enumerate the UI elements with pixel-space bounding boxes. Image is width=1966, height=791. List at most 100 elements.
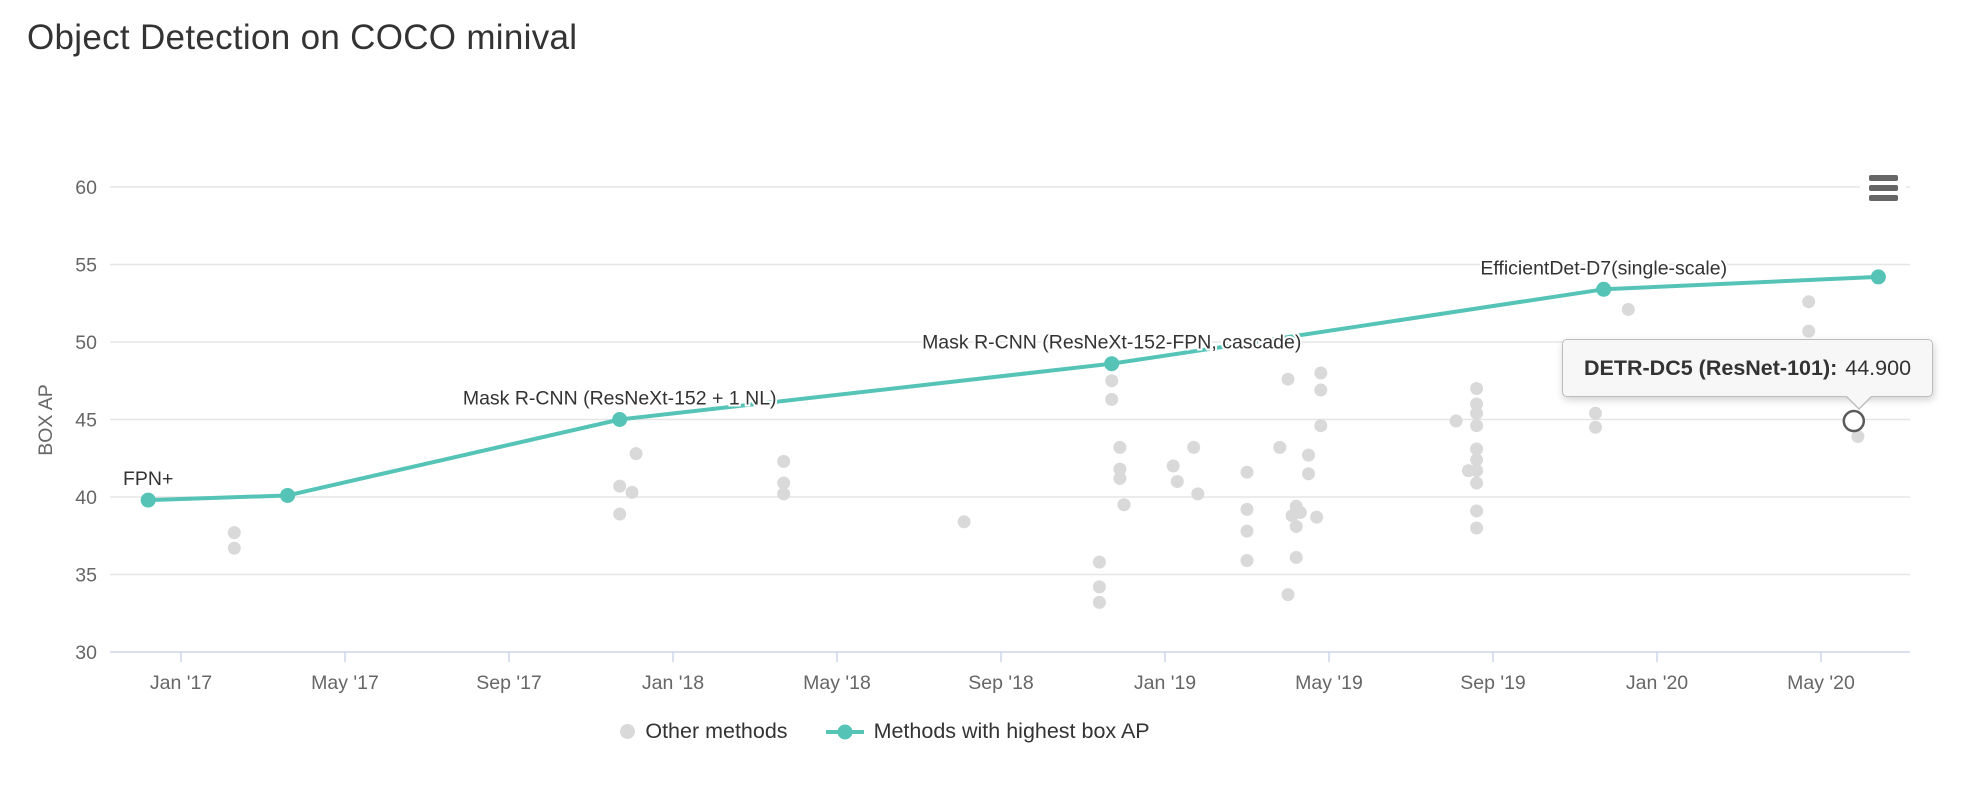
chart-context-menu-button[interactable]: [1860, 168, 1906, 208]
scatter-point[interactable]: [1314, 383, 1328, 397]
scatter-point[interactable]: [1802, 324, 1816, 338]
legend-scatter-dot-icon: [620, 724, 636, 739]
scatter-point[interactable]: [1191, 487, 1205, 501]
scatter-point[interactable]: [1449, 414, 1463, 428]
scatter-point[interactable]: [1621, 302, 1635, 316]
scatter-point[interactable]: [1470, 521, 1484, 535]
scatter-point[interactable]: [1113, 462, 1127, 476]
x-tick-label: Jan '19: [1134, 672, 1196, 694]
legend-label: Methods with highest box AP: [873, 719, 1150, 743]
scatter-point[interactable]: [1470, 406, 1484, 420]
legend: Other methods Methods with highest box A…: [0, 719, 1868, 744]
scatter-point[interactable]: [1470, 476, 1484, 490]
scatter-point[interactable]: [1302, 467, 1315, 481]
scatter-point[interactable]: [957, 515, 971, 529]
scatter-point[interactable]: [1470, 464, 1484, 478]
hamburger-bar: [1868, 195, 1898, 201]
scatter-point[interactable]: [1092, 595, 1106, 609]
scatter-point[interactable]: [1589, 420, 1602, 434]
scatter-point[interactable]: [1092, 555, 1106, 569]
legend-line-marker-icon: [825, 724, 864, 739]
tooltip: DETR-DC5 (ResNet-101): 44.900: [1562, 339, 1934, 410]
y-tick-label: 55: [75, 255, 97, 277]
scatter-point[interactable]: [1302, 448, 1315, 462]
scatter-point[interactable]: [1273, 440, 1287, 454]
scatter-point[interactable]: [777, 454, 791, 468]
sota-line: [148, 274, 1879, 503]
scatter-point[interactable]: [1802, 295, 1816, 309]
scatter-point[interactable]: [1470, 504, 1484, 518]
y-tick-label: 50: [75, 332, 97, 354]
scatter-point[interactable]: [1589, 406, 1602, 420]
scatter-point[interactable]: [1240, 524, 1254, 538]
scatter-point[interactable]: [1166, 459, 1180, 473]
scatter-point[interactable]: [1281, 588, 1295, 602]
scatter-point[interactable]: [777, 476, 791, 490]
scatter-point[interactable]: [1314, 366, 1328, 380]
scatter-point[interactable]: [1240, 465, 1254, 479]
scatter-point[interactable]: [1470, 397, 1484, 411]
scatter-point[interactable]: [629, 447, 643, 461]
x-tick-label: Sep '18: [968, 672, 1034, 694]
scatter-point[interactable]: [1470, 453, 1484, 467]
scatter-point[interactable]: [1187, 440, 1201, 454]
scatter-point[interactable]: [1240, 554, 1254, 568]
scatter-point[interactable]: [1851, 430, 1865, 444]
scatter-point[interactable]: [1113, 440, 1127, 454]
page-title: Object Detection on COCO minival: [27, 18, 578, 57]
scatter-point[interactable]: [1310, 510, 1324, 524]
scatter-point[interactable]: [1470, 442, 1484, 456]
scatter-point[interactable]: [1314, 419, 1328, 433]
y-tick-label: 60: [75, 177, 97, 199]
y-tick-label: 40: [75, 487, 97, 509]
x-tick-label: May '20: [1787, 672, 1855, 694]
y-tick-label: 30: [75, 642, 97, 664]
sota-annotation-label: Mask R-CNN (ResNeXt-152-FPN, cascade): [922, 332, 1301, 354]
scatter-point[interactable]: [1113, 471, 1127, 485]
sota-point[interactable]: [140, 492, 156, 508]
scatter-point[interactable]: [613, 479, 627, 493]
scatter-point[interactable]: [1105, 392, 1119, 406]
x-tick-label: Sep '19: [1460, 672, 1526, 694]
scatter-point[interactable]: [1289, 550, 1303, 564]
scatter-point[interactable]: [1170, 475, 1184, 488]
scatter-point[interactable]: [1293, 506, 1307, 519]
sota-point[interactable]: [280, 487, 296, 503]
tooltip-series-label: DETR-DC5 (ResNet-101):: [1584, 355, 1838, 380]
tooltip-value: 44.900: [1845, 355, 1912, 380]
scatter-point[interactable]: [1117, 498, 1131, 512]
legend-item-sota[interactable]: Methods with highest box AP: [825, 719, 1150, 744]
y-axis-title: BOX AP: [35, 384, 57, 456]
x-tick-label: Jan '17: [150, 672, 212, 694]
scatter-point[interactable]: [1105, 374, 1119, 388]
scatter-point[interactable]: [1470, 382, 1484, 395]
scatter-point[interactable]: [613, 507, 627, 521]
scatter-point[interactable]: [1281, 372, 1295, 386]
sota-point[interactable]: [1104, 356, 1120, 372]
scatter-point[interactable]: [1289, 519, 1303, 533]
scatter-point[interactable]: [1092, 580, 1106, 594]
scatter-point[interactable]: [625, 485, 639, 499]
hamburger-icon: [1868, 175, 1898, 201]
x-tick-label: May '19: [1295, 672, 1363, 694]
sota-point[interactable]: [1870, 269, 1886, 285]
sota-point[interactable]: [1596, 281, 1612, 297]
y-tick-label: 45: [75, 410, 97, 432]
hovered-scatter-point[interactable]: [1842, 409, 1866, 433]
y-tick-label: 35: [75, 565, 97, 587]
x-tick-label: May '17: [311, 672, 379, 694]
sota-annotation-label: EfficientDet-D7(single-scale): [1480, 257, 1727, 279]
sota-annotation-label: FPN+: [123, 468, 173, 490]
legend-item-other-methods[interactable]: Other methods: [620, 719, 788, 744]
scatter-point[interactable]: [777, 487, 791, 501]
scatter-point[interactable]: [227, 541, 241, 555]
scatter-point[interactable]: [1240, 502, 1254, 516]
x-tick-label: Jan '20: [1626, 672, 1688, 694]
legend-label: Other methods: [645, 719, 788, 743]
sota-point[interactable]: [612, 412, 628, 427]
x-tick-label: Sep '17: [476, 672, 542, 694]
scatter-point[interactable]: [1470, 419, 1484, 433]
scatter-point[interactable]: [227, 526, 241, 540]
